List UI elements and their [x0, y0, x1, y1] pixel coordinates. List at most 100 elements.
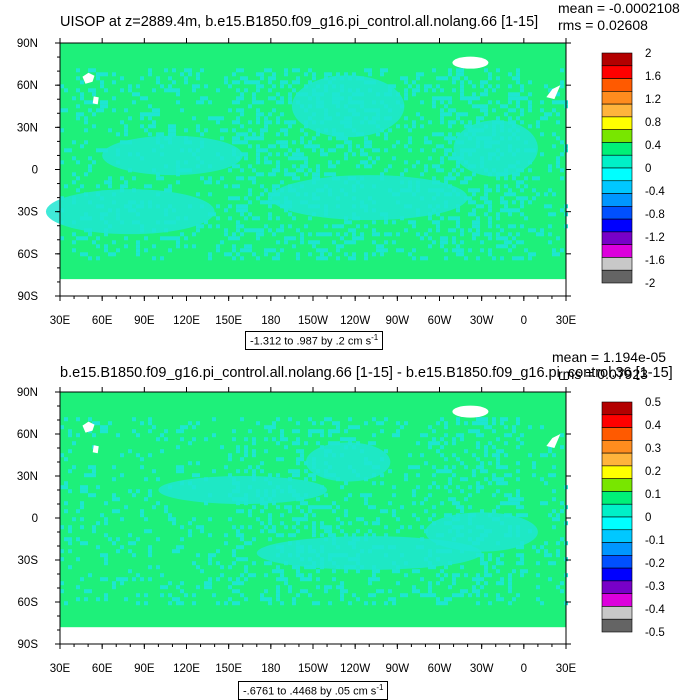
field-cell	[300, 449, 304, 454]
field-cell	[344, 589, 348, 594]
field-cell	[452, 188, 456, 193]
field-cell	[496, 465, 500, 470]
field-cell	[536, 597, 540, 602]
field-cell	[296, 76, 300, 81]
field-cell	[116, 216, 120, 221]
field-cell	[368, 581, 372, 586]
field-cell	[552, 192, 556, 197]
field-cell	[144, 593, 148, 598]
field-cell	[516, 92, 520, 97]
field-cell	[60, 549, 64, 554]
field-cell	[136, 601, 140, 606]
field-cell	[344, 152, 348, 157]
field-cell	[152, 244, 156, 249]
field-cell	[180, 429, 184, 434]
legend-label: 0.5	[645, 397, 661, 409]
field-cell	[244, 445, 248, 450]
field-cell	[548, 204, 552, 209]
field-cell	[160, 256, 164, 261]
field-cell	[352, 252, 356, 257]
field-cell	[548, 449, 552, 454]
field-cell	[360, 120, 364, 125]
field-cell	[280, 180, 284, 185]
field-cell	[340, 593, 344, 598]
field-cell	[156, 501, 160, 506]
field-cell	[244, 469, 248, 474]
field-cell	[244, 76, 248, 81]
field-cell	[392, 545, 396, 550]
field-cell	[252, 96, 256, 101]
field-cell	[432, 88, 436, 93]
field-cell	[400, 505, 404, 510]
field-cell	[216, 180, 220, 185]
x-tick-label: 150W	[298, 663, 328, 675]
field-cell	[432, 465, 436, 470]
field-cell	[320, 565, 324, 570]
field-cell	[244, 493, 248, 498]
field-cell	[356, 88, 360, 93]
field-cell	[344, 104, 348, 109]
x-tick-label: 30E	[50, 663, 71, 675]
field-cell	[292, 533, 296, 538]
field-cell	[312, 212, 316, 217]
field-cell	[268, 172, 272, 177]
field-cell	[224, 601, 228, 606]
field-cell	[340, 144, 344, 149]
field-cell	[460, 248, 464, 253]
field-cell	[116, 148, 120, 153]
field-cell	[308, 168, 312, 173]
field-cell	[232, 152, 236, 157]
field-cell	[320, 188, 324, 193]
legend-swatch	[601, 555, 633, 569]
field-cell	[140, 124, 144, 129]
field-cell	[472, 232, 476, 237]
field-cell	[80, 80, 84, 85]
field-cell	[444, 180, 448, 185]
field-cell	[552, 100, 556, 105]
field-cell	[256, 228, 260, 233]
field-cell	[416, 88, 420, 93]
field-cell	[276, 589, 280, 594]
field-cell	[276, 597, 280, 602]
field-cell	[552, 497, 556, 502]
field-cell	[500, 501, 504, 506]
field-cell	[468, 188, 472, 193]
field-cell	[356, 425, 360, 430]
field-cell	[496, 120, 500, 125]
field-cell	[328, 429, 332, 434]
field-cell	[520, 108, 524, 113]
field-cell	[272, 72, 276, 77]
field-cell	[292, 489, 296, 494]
field-cell	[208, 192, 212, 197]
field-cell	[240, 248, 244, 253]
y-tick-label: 60S	[18, 597, 39, 609]
field-cell	[60, 581, 64, 586]
field-cell	[188, 168, 192, 173]
field-cell	[232, 497, 236, 502]
field-cell	[284, 72, 288, 77]
field-cell	[132, 541, 136, 546]
field-cell	[472, 148, 476, 153]
panel-1-title: UISOP at z=2889.4m, b.e15.B1850.f09_g16.…	[60, 14, 539, 30]
field-cell	[488, 144, 492, 149]
field-cell	[316, 553, 320, 558]
field-cell	[520, 441, 524, 446]
field-cell	[324, 248, 328, 253]
field-cell	[480, 465, 484, 470]
field-cell	[556, 160, 560, 165]
field-cell	[72, 200, 76, 205]
field-cell	[368, 68, 372, 73]
field-cell	[216, 248, 220, 253]
field-cell	[348, 437, 352, 442]
field-cell	[348, 565, 352, 570]
field-cell	[240, 92, 244, 97]
field-cell	[216, 244, 220, 249]
field-cell	[180, 108, 184, 113]
field-cell	[172, 68, 176, 73]
field-cell	[276, 457, 280, 462]
field-cell	[536, 561, 540, 566]
field-cell	[196, 224, 200, 229]
field-cell	[324, 224, 328, 229]
field-cell	[420, 537, 424, 542]
field-cell	[352, 565, 356, 570]
